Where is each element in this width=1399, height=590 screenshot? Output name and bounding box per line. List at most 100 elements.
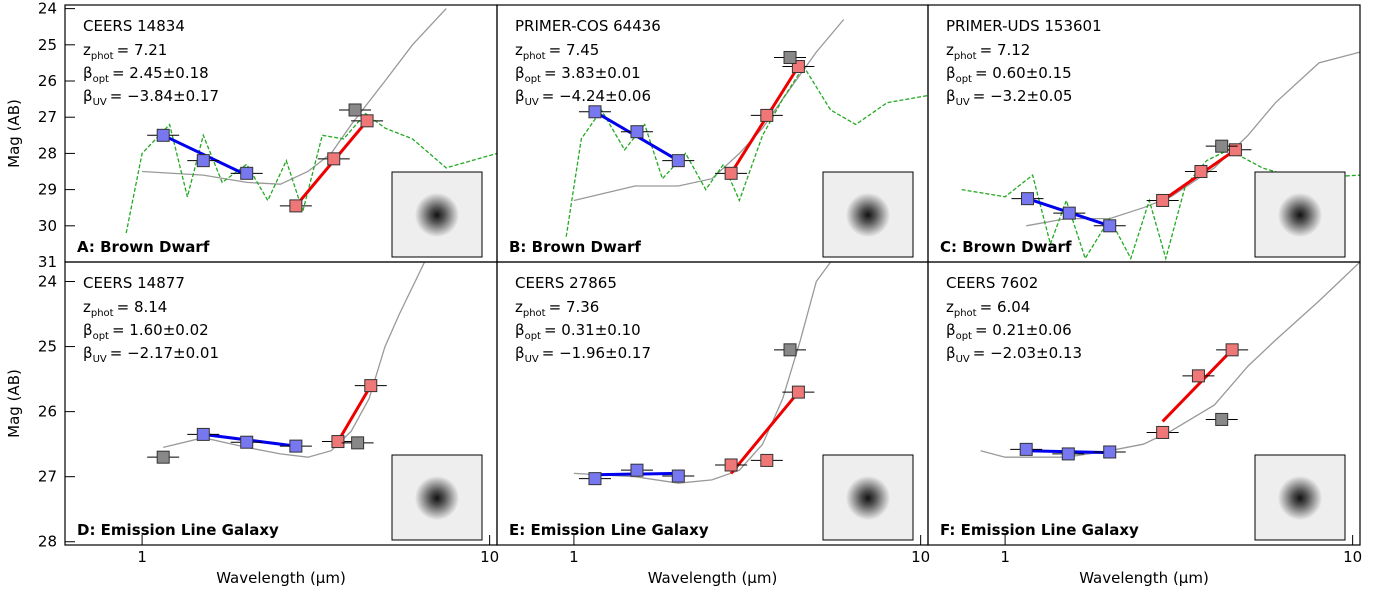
y-tick-label: 26: [38, 403, 57, 421]
annotation-text: = 7.12: [980, 41, 1031, 59]
annotation-text: = −4.24±0.06: [542, 87, 651, 105]
photometry-point: [760, 108, 774, 122]
photometry-point: [1228, 143, 1242, 157]
annotation: βopt = 0.31±0.10: [515, 321, 641, 342]
annotation: βUV = −4.24±0.06: [515, 87, 651, 108]
annotation-symbol: β: [515, 344, 525, 362]
annotation-symbol: z: [946, 41, 954, 59]
photometry-point: [1225, 343, 1239, 357]
model-spectrum: [573, 262, 832, 484]
annotation-subscript: phot: [954, 51, 977, 62]
annotation-symbol: β: [83, 321, 93, 339]
panel-label: C: Brown Dwarf: [940, 238, 1072, 256]
annotation-text: = 0.31±0.10: [544, 321, 641, 339]
panel-title: PRIMER-COS 64436: [515, 17, 661, 35]
inset-source: [1278, 476, 1322, 520]
annotation-subscript: UV: [525, 354, 539, 365]
plot-area: [980, 262, 1360, 461]
fit-line: [336, 384, 373, 443]
annotation-subscript: opt: [525, 331, 541, 342]
panel: 24 25 26 27 28 29 30 31 Mag (AB) CEERS 14834 zphot…: [5, 0, 498, 271]
y-axis-label: Mag (AB): [5, 99, 23, 168]
annotation-subscript: phot: [523, 51, 546, 62]
photometry-point: [327, 152, 341, 166]
photometry-point: [348, 103, 362, 117]
inset-source: [415, 193, 459, 237]
photometry-point: [724, 458, 738, 472]
y-tick-label: 27: [38, 468, 57, 486]
annotation-symbol: z: [515, 41, 523, 59]
annotation: βopt = 1.60±0.02: [83, 321, 209, 342]
model-spectrum: [142, 8, 447, 185]
annotation-subscript: opt: [956, 74, 972, 85]
panel: 1 10 Wavelength (μm) CEERS 27865 zphot = 7.36…: [496, 261, 930, 587]
annotation: βopt = 0.60±0.15: [946, 64, 1072, 85]
plot-area: [961, 51, 1360, 261]
annotation-symbol: z: [83, 298, 91, 316]
annotation: zphot = 7.45: [515, 41, 599, 62]
annotation-text: = 8.14: [117, 298, 168, 316]
inset-source: [415, 476, 459, 520]
annotation-text: = 1.60±0.02: [112, 321, 209, 339]
annotation-subscript: opt: [93, 331, 109, 342]
annotation: zphot = 7.36: [515, 298, 599, 319]
annotation-text: = −3.84±0.17: [110, 87, 219, 105]
y-axis-label: Mag (AB): [5, 369, 23, 438]
photometry-point: [196, 154, 210, 168]
photometry-point: [331, 435, 345, 449]
x-tick-label: 10: [480, 548, 499, 566]
annotation-text: = 0.60±0.15: [975, 64, 1072, 82]
photometry-point: [1021, 192, 1035, 206]
annotation-subscript: UV: [525, 97, 539, 108]
inset-source: [846, 193, 890, 237]
photometry-point: [360, 114, 374, 128]
annotation: βopt = 2.45±0.18: [83, 64, 209, 85]
annotation-text: = 2.45±0.18: [112, 64, 209, 82]
x-tick-label: 1: [569, 548, 579, 566]
annotation: zphot = 6.04: [946, 298, 1030, 319]
model-spectrum: [980, 262, 1360, 458]
annotation: βopt = 0.21±0.06: [946, 321, 1072, 342]
annotation-symbol: β: [83, 344, 93, 362]
y-tick-label: 30: [38, 217, 57, 235]
panel-label: A: Brown Dwarf: [77, 238, 210, 256]
y-tick-label: 25: [38, 36, 57, 54]
plot-area: [147, 262, 426, 464]
plot-area: [573, 262, 832, 486]
annotation-text: = 7.21: [117, 41, 168, 59]
annotation-symbol: β: [515, 321, 525, 339]
annotation: zphot = 7.12: [946, 41, 1030, 62]
panel-frame: [927, 261, 1361, 546]
annotation-subscript: phot: [954, 308, 977, 319]
annotation: βopt = 3.83±0.01: [515, 64, 641, 85]
annotation-symbol: β: [83, 64, 93, 82]
y-tick-label: 25: [38, 338, 57, 356]
panel-title: CEERS 7602: [946, 274, 1038, 292]
photometry-point: [240, 166, 254, 180]
plot-area: [125, 8, 497, 234]
photometry-point: [1103, 219, 1117, 233]
annotation-subscript: phot: [523, 308, 546, 319]
model-spectrum: [961, 149, 1360, 261]
annotation-text: = 7.36: [549, 298, 600, 316]
annotation-subscript: UV: [956, 97, 970, 108]
annotation-text: = 3.83±0.01: [544, 64, 641, 82]
panel: 24 25 26 27 28 1 10 Wavelength (μm) Mag (AB) CEER…: [5, 261, 499, 587]
photometry-point: [1061, 447, 1075, 461]
annotation-symbol: z: [515, 298, 523, 316]
annotation-symbol: β: [83, 87, 93, 105]
inset-source: [1278, 193, 1322, 237]
annotation-text: = 7.45: [549, 41, 600, 59]
y-tick-label: 26: [38, 72, 57, 90]
annotation-subscript: phot: [91, 308, 114, 319]
annotation-subscript: UV: [93, 97, 107, 108]
x-axis-label: Wavelength (μm): [216, 569, 346, 587]
model-spectrum: [573, 19, 845, 202]
annotation-subscript: opt: [525, 74, 541, 85]
photometry-point: [783, 50, 797, 64]
photometry-point: [1103, 445, 1117, 459]
y-tick-label: 29: [38, 181, 57, 199]
photometry-point: [783, 343, 797, 357]
photometry-point: [1215, 412, 1229, 426]
